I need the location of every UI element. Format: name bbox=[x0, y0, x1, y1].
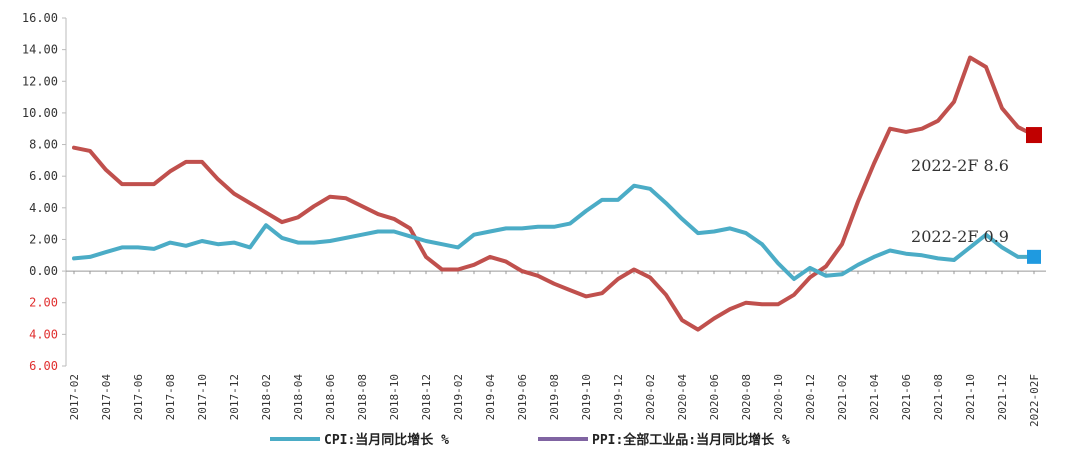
x-tick-label: 2018-02 bbox=[260, 374, 273, 420]
x-tick-label: 2021-10 bbox=[964, 374, 977, 420]
y-tick-label: 2.00 bbox=[29, 232, 58, 246]
x-tick-label: 2019-02 bbox=[452, 374, 465, 420]
annotation-layer: 2022-2F 8.6 2022-2F 0.9 bbox=[911, 127, 1042, 264]
x-tick-label: 2019-10 bbox=[580, 374, 593, 420]
x-tick-label: 2017-12 bbox=[228, 374, 241, 420]
x-tick-label: 2020-10 bbox=[772, 374, 785, 420]
x-tick-label: 2019-04 bbox=[484, 374, 497, 421]
y-tick-label: 12.00 bbox=[22, 74, 58, 88]
x-tick-label: 2021-12 bbox=[996, 374, 1009, 420]
x-tick-label: 2017-10 bbox=[196, 374, 209, 420]
legend: CPI:当月同比增长 % PPI:全部工业品:当月同比增长 % bbox=[270, 432, 790, 448]
y-tick-label: 4.00 bbox=[29, 327, 58, 341]
x-tick-label: 2017-06 bbox=[132, 374, 145, 420]
x-tick-label: 2018-08 bbox=[356, 374, 369, 420]
legend-label-cpi: CPI:当月同比增长 % bbox=[324, 432, 449, 448]
series-layer bbox=[72, 55, 1036, 332]
cpi-series-line bbox=[72, 183, 1036, 281]
x-tick-label: 2019-08 bbox=[548, 374, 561, 420]
x-tick-label: 2020-06 bbox=[708, 374, 721, 420]
ppi-endpoint-marker bbox=[1026, 127, 1042, 144]
ppi-endpoint-label: 2022-2F 8.6 bbox=[911, 156, 1009, 175]
y-tick-label: 2.00 bbox=[29, 296, 58, 310]
x-tick-label: 2018-12 bbox=[420, 374, 433, 420]
x-tick-label: 2019-12 bbox=[612, 374, 625, 420]
legend-label-ppi: PPI:全部工业品:当月同比增长 % bbox=[592, 432, 790, 448]
x-tick-label: 2018-04 bbox=[292, 374, 305, 421]
y-tick-label: 14.00 bbox=[22, 43, 58, 57]
x-tick-label: 2017-04 bbox=[100, 374, 113, 421]
y-tick-label: 4.00 bbox=[29, 201, 58, 215]
x-tick-label: 2018-06 bbox=[324, 374, 337, 420]
x-tick-label: 2019-06 bbox=[516, 374, 529, 420]
x-axis: 2017-02 2017-04 2017-06 2017-08 2017-10 2017-… bbox=[66, 270, 1046, 427]
y-tick-label: 8.00 bbox=[29, 138, 58, 152]
x-tick-label: 2021-04 bbox=[868, 374, 881, 421]
x-tick-label: 2020-08 bbox=[740, 374, 753, 420]
x-tick-label: 2020-12 bbox=[804, 374, 817, 420]
x-tick-label: 2017-02 bbox=[68, 374, 81, 420]
x-tick-label: 2021-08 bbox=[932, 374, 945, 420]
cpi-endpoint-marker bbox=[1027, 249, 1041, 264]
x-tick-label: 2021-02 bbox=[836, 374, 849, 420]
y-tick-label: 6.00 bbox=[29, 359, 58, 373]
y-tick-label: 6.00 bbox=[29, 169, 58, 183]
x-tick-label: 2020-04 bbox=[676, 374, 689, 421]
x-tick-label: 2020-02 bbox=[644, 374, 657, 420]
x-tick-label: 2021-06 bbox=[900, 374, 913, 420]
y-tick-label: 16.00 bbox=[22, 11, 58, 25]
ppi-series-line bbox=[72, 55, 1036, 332]
y-axis: 16.00 14.00 12.00 10.00 8.00 6.00 4.00 2.00 0.00… bbox=[22, 11, 67, 373]
y-tick-label: 10.00 bbox=[22, 106, 58, 120]
x-tick-label: 2017-08 bbox=[164, 374, 177, 420]
cpi-endpoint-label: 2022-2F 0.9 bbox=[911, 227, 1009, 246]
x-tick-label: 2018-10 bbox=[388, 374, 401, 420]
x-tick-label: 2022-02F bbox=[1028, 374, 1041, 427]
y-tick-label: 0.00 bbox=[29, 264, 58, 278]
